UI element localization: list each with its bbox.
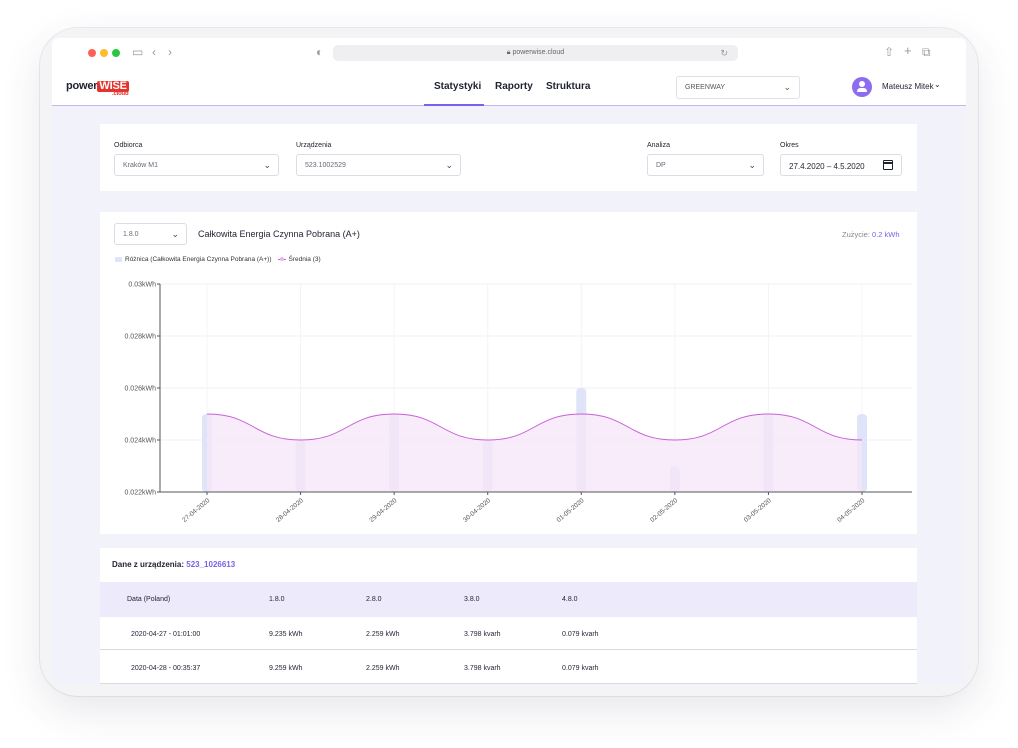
share-icon[interactable]: ⇧ [884,45,895,59]
x-tick-label: 04-05-2020 [836,497,866,524]
user-menu-chevron-icon[interactable]: ⌄ [934,80,941,89]
browser-toolbar: ▭ ‹ › ◐ 🔒︎ powerwise.cloud ↻ ⇧ + ⧉ [52,38,966,68]
back-icon[interactable]: ‹ [152,45,156,59]
legend-item-roznica[interactable]: Różnica (Całkowita Energia Czynna Pobran… [115,256,272,263]
sidebar-icon[interactable]: ▭ [132,45,144,59]
user-name[interactable]: Mateusz Mitek [882,82,934,91]
x-tick-label: 29-04-2020 [368,497,398,524]
shield-icon[interactable]: ◐ [316,45,324,59]
nav-struktura[interactable]: Struktura [546,81,591,92]
x-tick-label: 02-05-2020 [649,497,679,524]
analiza-label: Analiza [647,142,670,149]
nav-raporty[interactable]: Raporty [495,81,533,92]
table-cell: 2.259 kWh [366,631,400,638]
chevron-down-icon: ⌄ [748,160,756,170]
address-text: powerwise.cloud [512,49,565,56]
odbiorca-label: Odbiorca [114,142,143,149]
analiza-select[interactable]: DP ⌄ [647,154,764,176]
legend-swatch [277,256,286,261]
chart-title: Całkowita Energia Czynna Pobrana (A+) [198,229,360,239]
y-tick-label: 0.028kWh [124,334,156,341]
new-tab-icon[interactable]: + [904,43,912,58]
urzadzenia-select[interactable]: 523.1002529 ⌄ [296,154,461,176]
reload-icon[interactable]: ↻ [720,48,728,58]
logo[interactable]: power WISE .cloud [66,80,129,97]
legend-item-srednia[interactable]: Średnia (3) [272,256,321,263]
table-cell: 3.798 kvarh [464,631,501,638]
chart-legend: Różnica (Całkowita Energia Czynna Pobran… [115,256,321,263]
x-tick-label: 01-05-2020 [556,497,586,524]
table-cell: 0.079 kvarh [562,631,599,638]
energy-chart: 0.022kWh 0.024kWh 0.026kWh 0.028kWh 0.03kWh 2… [124,282,912,524]
x-tick-label: 28-04-2020 [275,497,305,524]
y-tick-label: 0.022kWh [124,490,156,497]
okres-label: Okres [780,142,799,149]
legend-swatch [115,256,122,262]
tabs-icon[interactable]: ⧉ [922,45,931,59]
browser-window: ▭ ‹ › ◐ 🔒︎ powerwise.cloud ↻ ⇧ + ⧉ power… [52,38,966,684]
table-cell: 2020-04-27 - 01:01:00 [131,631,201,638]
average-area [207,414,862,492]
lock-icon: 🔒︎ [506,49,513,56]
app-header: power WISE .cloud Statystyki Raporty Stru… [52,68,966,106]
nav-active-indicator [424,104,484,106]
nav-statystyki[interactable]: Statystyki [434,81,482,92]
column-header[interactable]: 1.8.0 [269,596,285,603]
y-tick-label: 0.03kWh [128,282,156,289]
device-id: 523_1026613 [186,560,236,569]
table-header: Data (Poland) 1.8.0 2.8.0 3.8.0 4.8.0 [100,582,917,617]
calendar-icon[interactable] [882,160,893,170]
table-cell: 9.235 kWh [269,631,303,638]
column-header[interactable]: 4.8.0 [562,596,578,603]
x-tick-label: 30-04-2020 [462,497,492,524]
address-bar[interactable]: 🔒︎ powerwise.cloud ↻ [333,45,738,61]
chevron-down-icon: ⌄ [783,82,791,92]
chevron-down-icon: ⌄ [445,160,453,170]
filter-panel: Odbiorca Kraków M1 ⌄ Urządzenia 523.10025… [100,124,917,191]
table-row[interactable]: 2020-04-28 - 00:35:37 9.259 kWh 2.259 kW… [100,651,917,684]
window-zoom-button[interactable] [112,49,120,57]
avatar[interactable] [852,77,872,97]
x-tick-label: 03-05-2020 [743,497,773,524]
company-select[interactable]: GREENWAY ⌄ [676,76,800,99]
date-range-picker[interactable]: 27.4.2020 – 4.5.2020 [780,154,902,176]
urzadzenia-label: Urządzenia [296,142,332,149]
table-title: Dane z urządzenia: 523_1026613 [112,560,236,569]
chevron-down-icon: ⌄ [171,229,179,239]
column-header[interactable]: 2.8.0 [366,596,382,603]
window-close-button[interactable] [88,49,96,57]
table-row[interactable]: 2020-04-27 - 01:01:00 9.235 kWh 2.259 kW… [100,617,917,650]
table-cell: 2020-04-28 - 00:35:37 [131,665,201,672]
forward-icon[interactable]: › [168,45,172,59]
x-tick-label: 27-04-2020 [181,497,211,524]
chevron-down-icon: ⌄ [263,160,271,170]
y-tick-label: 0.024kWh [124,438,156,445]
average-line [206,413,863,441]
usage-summary: Zużycie: 0.2 kWh [842,230,900,239]
y-tick-label: 0.026kWh [124,386,156,393]
usage-value: 0.2 kWh [872,230,900,239]
odbiorca-select[interactable]: Kraków M1 ⌄ [114,154,279,176]
table-cell: 0.079 kvarh [562,665,599,672]
column-header[interactable]: Data (Poland) [127,596,171,603]
register-select[interactable]: 1.8.0 ⌄ [114,223,187,245]
column-header[interactable]: 3.8.0 [464,596,480,603]
window-minimize-button[interactable] [100,49,108,57]
table-cell: 9.259 kWh [269,665,303,672]
table-cell: 3.798 kvarh [464,665,501,672]
table-cell: 2.259 kWh [366,665,400,672]
